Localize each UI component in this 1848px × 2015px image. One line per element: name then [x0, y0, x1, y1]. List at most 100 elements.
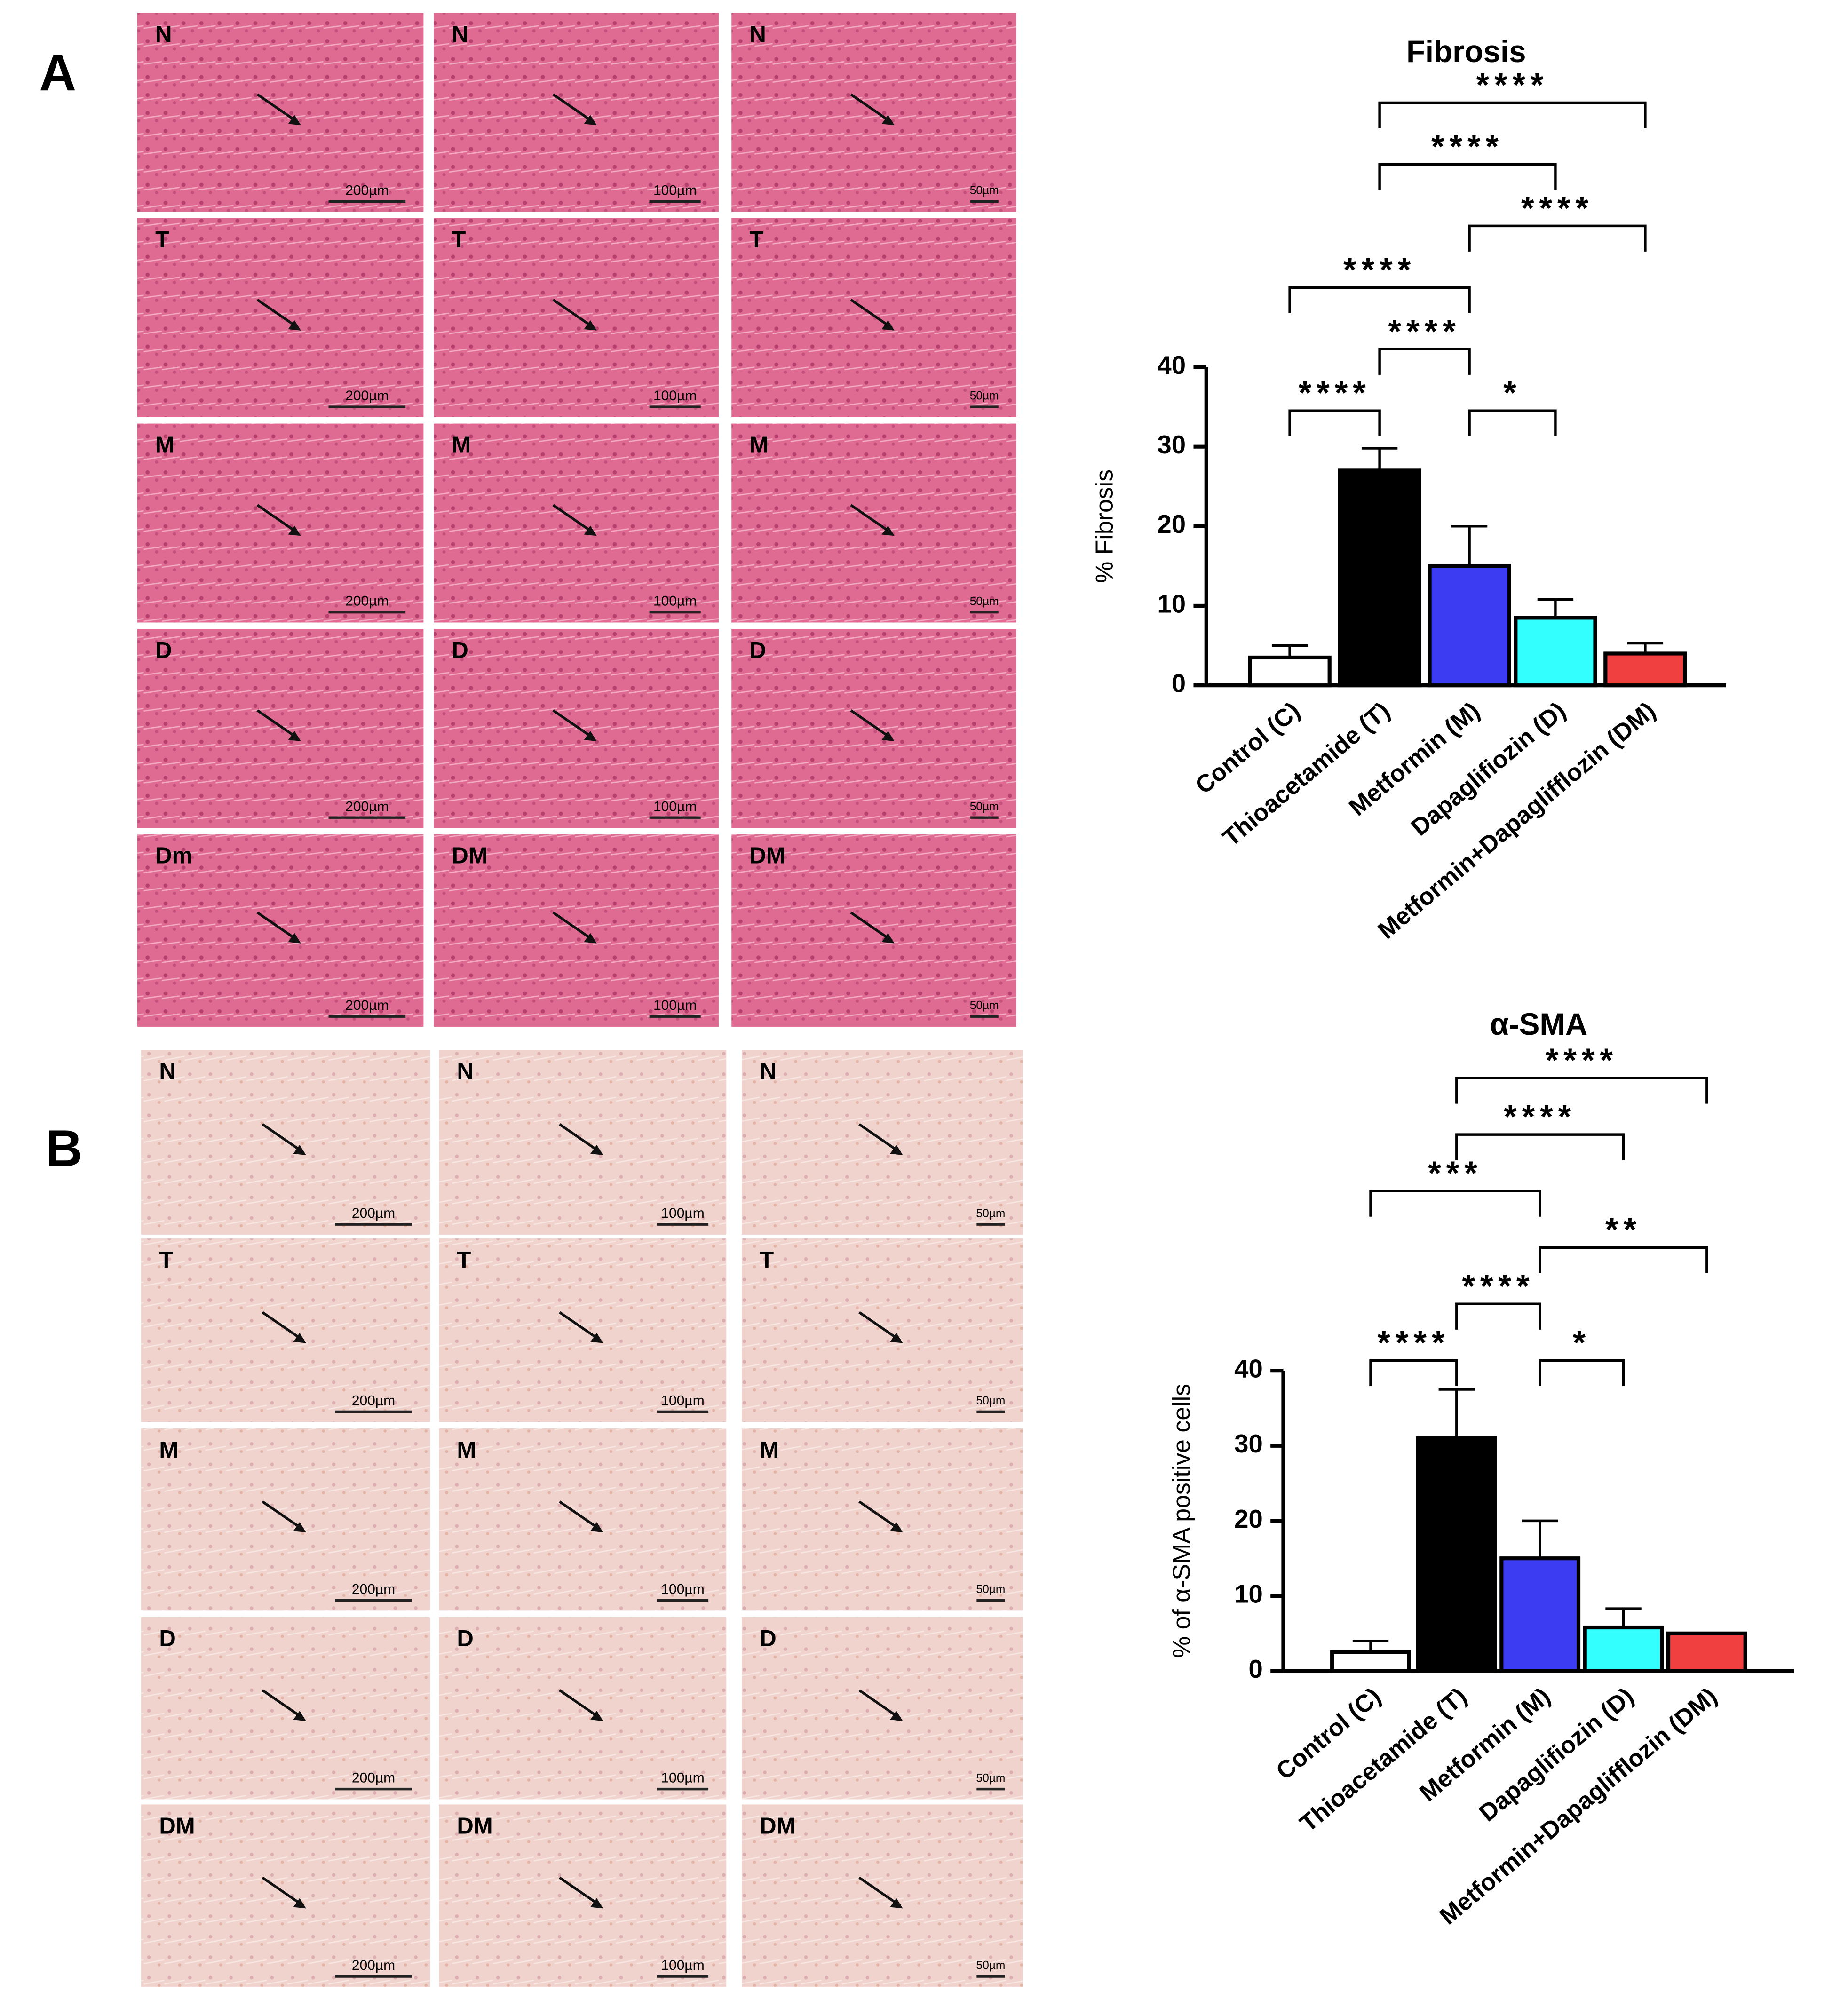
scale-label: 50µm — [976, 1959, 1005, 1972]
scale-label: 50µm — [976, 1395, 1005, 1407]
significance-bracket — [1455, 1133, 1625, 1160]
scale-label: 200µm — [345, 998, 389, 1013]
arrow — [256, 709, 299, 740]
arrow-head — [288, 731, 301, 741]
x-tick-label: Dapaglifiozin (D) — [1474, 1682, 1638, 1826]
micrograph — [439, 1238, 727, 1422]
micrograph-label: D — [749, 638, 766, 663]
micrograph — [141, 1238, 430, 1422]
scale-label: 200µm — [345, 799, 389, 814]
significance-bracket — [1378, 101, 1647, 128]
bar — [1603, 651, 1687, 688]
y-tick-label: 20 — [1234, 1505, 1263, 1533]
y-tick-label: 0 — [1172, 669, 1186, 698]
micrograph — [742, 1238, 1023, 1422]
micrograph-label: T — [457, 1247, 471, 1273]
micrograph-label: T — [452, 227, 466, 253]
arrow — [552, 911, 595, 942]
micrograph-label: M — [749, 433, 769, 458]
micrograph-label: M — [155, 433, 174, 458]
arrow — [262, 1123, 304, 1154]
arrow-head — [288, 525, 301, 536]
error-bar — [1361, 447, 1398, 471]
bar — [1428, 564, 1511, 688]
micrograph-label: D — [760, 1626, 776, 1651]
error-bar — [1352, 1640, 1389, 1652]
scale-label: 100µm — [661, 1206, 704, 1221]
y-tick-label: 40 — [1157, 351, 1186, 380]
scale-label: 100µm — [661, 1393, 704, 1409]
micrograph — [434, 423, 719, 623]
arrow-head — [293, 1898, 306, 1909]
arrow-head — [890, 1333, 903, 1343]
significance-bracket — [1455, 1302, 1541, 1330]
arrow — [256, 93, 299, 124]
arrow-head — [590, 1333, 603, 1343]
scale-label: 100µm — [653, 998, 697, 1013]
micrograph-label: T — [749, 227, 763, 253]
significance-label: **** — [1299, 374, 1371, 412]
bar — [1514, 616, 1597, 688]
scale-label: 100µm — [653, 388, 697, 404]
arrow — [858, 1689, 901, 1720]
arrow — [256, 504, 299, 535]
micrograph — [141, 1617, 430, 1800]
micrograph-label: DM — [457, 1813, 492, 1839]
scale-label: 200µm — [352, 1206, 395, 1221]
significance-label: **** — [1462, 1268, 1534, 1305]
scale-label: 50µm — [976, 1772, 1005, 1785]
scale-label: 50µm — [970, 801, 999, 813]
arrow-head — [584, 320, 597, 331]
error-bar — [1522, 1519, 1558, 1559]
arrow — [262, 1500, 304, 1531]
arrow-head — [293, 1711, 306, 1721]
scale-label: 200µm — [352, 1770, 395, 1786]
arrow — [858, 1876, 901, 1907]
micrograph-label: N — [749, 22, 766, 48]
scale-label: 200µm — [345, 594, 389, 609]
arrow — [559, 1876, 602, 1907]
arrow — [559, 1689, 602, 1720]
arrow-head — [288, 115, 301, 126]
scale-label: 50µm — [976, 1207, 1005, 1220]
micrograph — [742, 1050, 1023, 1235]
micrograph — [434, 629, 719, 828]
scale-label: 50µm — [970, 1000, 999, 1012]
error-bar — [1438, 1388, 1475, 1438]
micrograph — [439, 1428, 727, 1611]
significance-bracket — [1369, 1359, 1458, 1386]
significance-label: **** — [1476, 66, 1548, 103]
significance-bracket — [1539, 1359, 1625, 1386]
y-axis-label: % Fibrosis — [1091, 469, 1118, 583]
arrow — [552, 504, 595, 535]
arrow-head — [590, 1898, 603, 1909]
y-tick-label: 10 — [1157, 589, 1186, 618]
arrow-head — [881, 525, 895, 536]
arrow — [552, 298, 595, 329]
bar — [1583, 1625, 1664, 1673]
arrow-head — [881, 933, 895, 944]
micrograph — [137, 218, 424, 417]
bar — [1248, 655, 1332, 688]
arrow — [559, 1123, 602, 1154]
micrograph — [434, 834, 719, 1027]
micrograph-label: M — [760, 1437, 779, 1463]
arrow — [850, 504, 893, 535]
micrograph — [137, 629, 424, 828]
arrow-head — [590, 1522, 603, 1532]
micrograph — [731, 13, 1016, 212]
micrograph — [731, 218, 1016, 417]
significance-bracket — [1369, 1190, 1541, 1217]
arrow — [559, 1311, 602, 1342]
micrograph — [742, 1617, 1023, 1800]
significance-label: * — [1573, 1324, 1591, 1361]
micrograph-label: M — [457, 1437, 476, 1463]
micrograph-label: M — [159, 1437, 178, 1463]
arrow — [850, 911, 893, 942]
arrow — [850, 709, 893, 740]
micrograph-label: N — [457, 1059, 473, 1084]
arrow-head — [584, 525, 597, 536]
arrow — [256, 298, 299, 329]
arrow — [262, 1689, 304, 1720]
